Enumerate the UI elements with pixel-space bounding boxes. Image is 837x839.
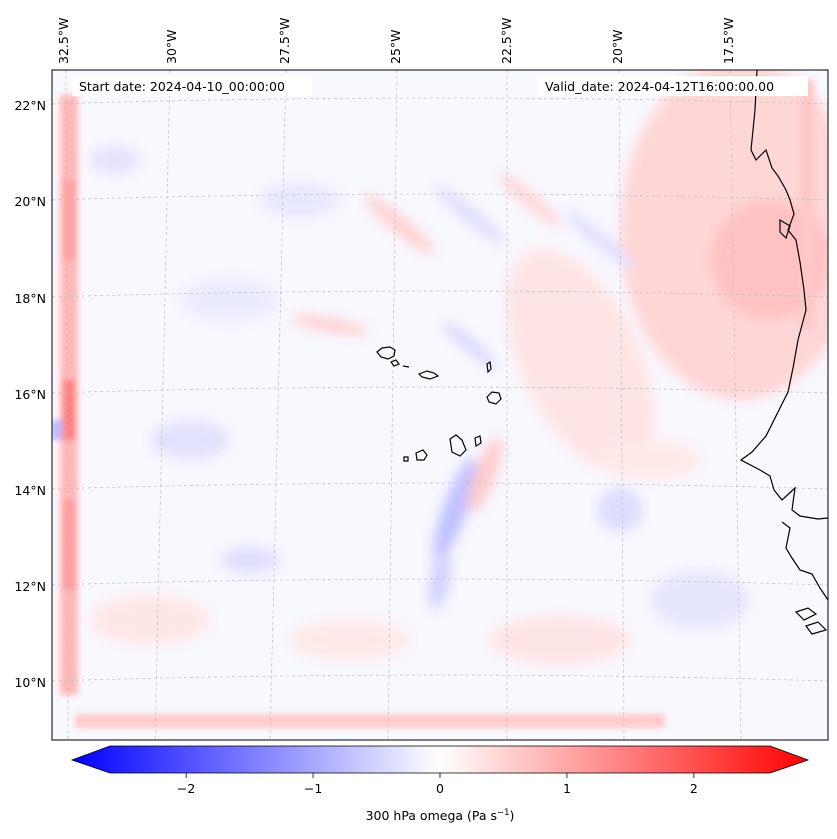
boundary-bands: [52, 80, 814, 728]
lon-tick-label: 22.5°W: [499, 18, 514, 64]
lat-tick-labels: 22°N 20°N 18°N 16°N 14°N 12°N 10°N: [14, 98, 46, 690]
lon-tick-label: 30°W: [164, 29, 179, 64]
island-fogo: [415, 449, 428, 461]
map-axes-frame: [51, 69, 829, 741]
lon-tick-label: 17.5°W: [721, 18, 736, 64]
island-santa-luzia: [402, 365, 410, 368]
lat-tick-label: 16°N: [14, 387, 46, 402]
colorbar-ticks: −2 −1 0 1 2: [177, 773, 698, 796]
colorbar-tick-label: 2: [690, 781, 698, 796]
coast-west-africa: [739, 70, 828, 520]
field-anomalies: [90, 70, 828, 665]
lon-tick-label: 20°W: [610, 29, 625, 64]
lat-tick-label: 14°N: [14, 483, 46, 498]
valid-date-label: Valid_date: 2024-04-12T16:00:00.00: [545, 79, 774, 94]
lat-tick-label: 12°N: [14, 579, 46, 594]
island-maio: [474, 435, 482, 447]
island-santiago: [449, 434, 467, 457]
island-sal: [486, 360, 492, 374]
island-sao-nicolau: [417, 370, 440, 380]
colorbar-tick-label: −1: [304, 781, 322, 796]
boundary-positive-band-south: [75, 714, 665, 728]
start-date-label: Start date: 2024-04-10_00:00:00: [79, 79, 285, 94]
lon-tick-label: 27.5°W: [277, 18, 292, 64]
lon-tick-label: 25°W: [388, 29, 403, 64]
lat-tick-label: 22°N: [14, 98, 46, 113]
lon-tick-label: 32.5°W: [56, 18, 71, 64]
lat-tick-label: 18°N: [14, 291, 46, 306]
negative-streak-south-of-islands: [433, 458, 477, 562]
island-boa-vista: [486, 391, 502, 405]
omega-field: [52, 70, 828, 740]
colorbar-tick-label: 1: [563, 781, 571, 796]
positive-streak-east-of-islands: [468, 437, 502, 513]
colorbar-label: 300 hPa omega (Pa s−1): [366, 808, 515, 823]
island-brava: [403, 456, 409, 462]
lat-tick-label: 20°N: [14, 194, 46, 209]
colorbar-tick-label: −2: [177, 781, 195, 796]
island-santo-antao: [376, 346, 396, 360]
lat-tick-label: 10°N: [14, 675, 46, 690]
coastlines: [376, 70, 828, 635]
graticule: [52, 70, 828, 740]
island-sao-vicente: [390, 359, 400, 367]
colorbar-body: [70, 745, 810, 774]
lon-tick-labels: 32.5°W 30°W 27.5°W 25°W 22.5°W 20°W 17.5…: [56, 18, 736, 64]
colorbar: −2 −1 0 1 2 300 hPa omega (Pa s−1): [70, 745, 810, 823]
colorbar-tick-label: 0: [436, 781, 444, 796]
